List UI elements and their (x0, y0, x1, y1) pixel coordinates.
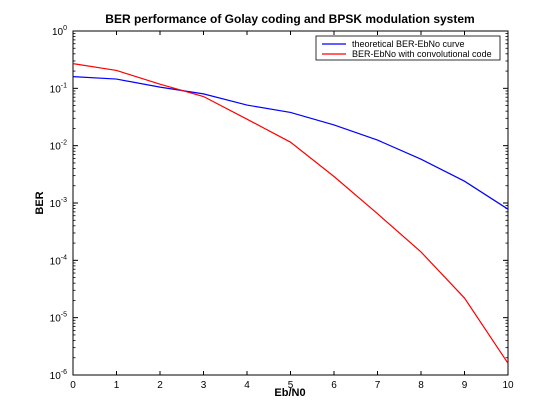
y-tick-exponent: -5 (61, 312, 67, 319)
y-tick-label: 10-6 (50, 369, 67, 382)
legend-label-1: BER-EbNo with convolutional code (352, 49, 492, 59)
x-tick-label: 1 (114, 380, 120, 391)
y-tick-exponent: 0 (63, 25, 67, 32)
x-tick-label: 6 (331, 380, 337, 391)
y-axis-label: BER (34, 191, 46, 214)
x-tick-label: 7 (375, 380, 381, 391)
y-tick-label: 100 (52, 25, 67, 38)
y-tick-base: 10 (50, 142, 62, 153)
x-tick-label: 10 (502, 380, 514, 391)
x-tick-label: 4 (244, 380, 250, 391)
y-tick-exponent: -2 (61, 140, 67, 147)
y-tick-base: 10 (50, 84, 62, 95)
y-tick-base: 10 (50, 371, 62, 382)
x-axis-label: Eb/N0 (274, 387, 305, 399)
y-tick-label: 10-2 (50, 140, 67, 153)
x-tick-label: 2 (157, 380, 163, 391)
y-tick-label: 10-3 (50, 197, 67, 210)
y-tick-label: 10-1 (50, 82, 67, 95)
legend-label-0: theoretical BER-EbNo curve (352, 39, 465, 49)
y-tick-exponent: -6 (61, 369, 67, 376)
y-tick-label: 10-5 (50, 312, 67, 325)
y-tick-label: 10-4 (50, 254, 67, 267)
x-tick-label: 0 (70, 380, 76, 391)
chart-title: BER performance of Golay coding and BPSK… (105, 12, 474, 26)
x-tick-label: 8 (418, 380, 424, 391)
y-tick-base: 10 (50, 199, 62, 210)
y-tick-exponent: -1 (61, 82, 67, 89)
y-tick-base: 10 (50, 314, 62, 325)
x-tick-label: 3 (201, 380, 207, 391)
x-tick-label: 9 (462, 380, 468, 391)
y-tick-exponent: -3 (61, 197, 67, 204)
y-tick-base: 10 (50, 256, 62, 267)
y-tick-base: 10 (52, 27, 64, 38)
y-tick-exponent: -4 (61, 254, 67, 261)
